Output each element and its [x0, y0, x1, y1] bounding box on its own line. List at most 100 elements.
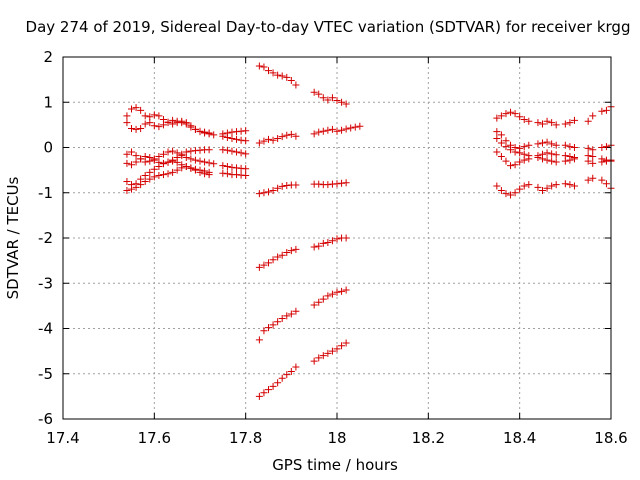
data-point [173, 166, 181, 174]
data-point [310, 301, 318, 309]
y-tick-label: 0 [43, 139, 53, 157]
data-point [274, 184, 282, 192]
data-point [255, 392, 263, 400]
data-point [260, 327, 268, 335]
data-point [602, 157, 610, 165]
series-sat-j [255, 234, 350, 271]
data-point [342, 234, 350, 242]
data-point [534, 183, 542, 191]
data-point [589, 146, 597, 154]
data-point [164, 119, 172, 127]
data-point [205, 159, 213, 167]
data-point [310, 88, 318, 96]
data-point [570, 182, 578, 190]
data-point [552, 121, 560, 129]
data-point [132, 104, 140, 112]
data-point [146, 113, 154, 121]
data-point [493, 148, 501, 156]
data-point [150, 111, 158, 119]
data-point [319, 295, 327, 303]
data-point [223, 146, 231, 154]
data-point [525, 181, 533, 189]
data-point [315, 128, 323, 136]
data-point [520, 156, 528, 164]
data-point [265, 135, 272, 143]
data-point [274, 318, 282, 326]
series-sat-p [493, 148, 615, 170]
data-point [338, 342, 346, 350]
data-point [141, 120, 149, 128]
data-point [324, 96, 332, 104]
data-point [178, 117, 186, 125]
x-tick-label: 18.6 [594, 429, 627, 447]
x-tick-label: 18.2 [412, 429, 445, 447]
data-point [566, 181, 574, 189]
data-point [310, 130, 318, 138]
data-point [287, 367, 295, 375]
data-point [260, 63, 268, 71]
data-point [191, 166, 199, 174]
data-point [287, 77, 295, 85]
data-point [164, 170, 172, 178]
data-point [123, 159, 131, 167]
data-point [159, 115, 167, 123]
series-sat-o [493, 134, 615, 165]
data-point [132, 183, 140, 191]
data-point [516, 149, 524, 157]
data-point [511, 148, 519, 156]
data-point [525, 155, 533, 163]
data-point [128, 105, 135, 113]
data-point [205, 146, 213, 154]
data-point [315, 242, 323, 250]
data-point [274, 71, 282, 79]
data-point [534, 140, 542, 148]
data-point [233, 135, 241, 143]
data-point [584, 144, 592, 152]
data-point [497, 186, 505, 194]
data-point [566, 119, 574, 127]
data-point [187, 164, 195, 172]
data-point [287, 247, 295, 255]
data-point [123, 112, 131, 120]
data-point [242, 165, 250, 173]
data-point [191, 156, 199, 164]
y-tick-label: -2 [38, 229, 53, 247]
data-point [278, 315, 286, 323]
data-point [351, 123, 359, 131]
data-point [169, 157, 177, 165]
data-point [269, 321, 277, 329]
data-point [333, 288, 341, 296]
data-point [146, 168, 154, 176]
data-point [342, 179, 350, 187]
data-point [520, 182, 528, 190]
data-point [255, 139, 263, 147]
data-point [497, 139, 505, 147]
data-point [219, 130, 227, 138]
data-point [182, 119, 190, 127]
data-point [548, 119, 556, 127]
data-point [242, 150, 250, 158]
data-point [516, 158, 524, 166]
data-point [233, 148, 241, 156]
data-point [283, 73, 291, 81]
data-point [525, 117, 533, 125]
data-point [146, 153, 154, 161]
data-point [155, 153, 163, 161]
data-point [589, 174, 597, 182]
data-point [328, 290, 336, 298]
data-point [543, 184, 551, 192]
data-point [292, 307, 300, 315]
y-tick-label: -6 [38, 410, 53, 428]
data-point [333, 235, 341, 243]
data-point [511, 189, 519, 197]
data-point [283, 312, 291, 320]
data-point [265, 188, 272, 196]
plot-frame [62, 56, 612, 420]
data-point [237, 149, 245, 157]
data-point [534, 119, 542, 127]
data-point [169, 147, 177, 155]
data-point [169, 120, 177, 128]
data-point [511, 110, 519, 118]
y-tick-label: 1 [43, 93, 53, 111]
